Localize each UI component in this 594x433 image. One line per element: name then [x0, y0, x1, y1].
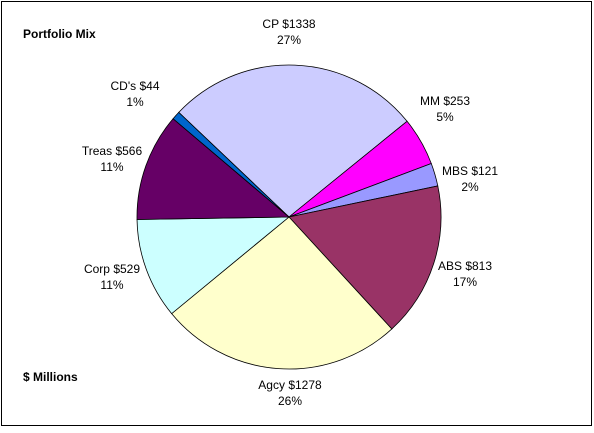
category-label: CD's — [111, 79, 137, 93]
value-label: $1338 — [282, 17, 316, 31]
category-label: Treas — [82, 144, 112, 158]
value-label: $529 — [113, 262, 140, 276]
category-label: MM — [420, 94, 440, 108]
slice-label: Agcy $1278 — [258, 378, 322, 392]
percent-label: 11% — [100, 278, 123, 292]
percent-label: 1% — [126, 95, 144, 109]
category-label: Agcy — [258, 378, 285, 392]
pie-slice — [171, 216, 393, 370]
value-label: $253 — [443, 94, 470, 108]
pie-slice — [288, 185, 442, 330]
slice-label: Treas $566 — [82, 144, 143, 158]
value-label: $44 — [139, 79, 159, 93]
category-label: CP — [262, 17, 279, 31]
slice-label: MM $253 — [420, 94, 470, 108]
value-label: $813 — [465, 259, 492, 273]
slice-label: CD's $44 — [111, 79, 160, 93]
slice-label: CP $1338 — [262, 17, 315, 31]
slice-label: Corp $529 — [84, 262, 140, 276]
percent-label: 2% — [461, 180, 479, 194]
percent-label: 5% — [436, 110, 454, 124]
pie-slice — [178, 64, 408, 218]
unit-note: $ Millions — [23, 370, 78, 384]
pie-slice — [136, 216, 291, 315]
category-label: ABS — [438, 259, 462, 273]
pie-slice — [136, 118, 291, 220]
pie-slice — [172, 111, 290, 218]
value-label: $121 — [471, 164, 498, 178]
value-label: $1278 — [288, 378, 322, 392]
percent-label: 11% — [100, 160, 123, 174]
slice-label: ABS $813 — [438, 259, 492, 273]
slice-label: MBS $121 — [442, 164, 498, 178]
value-label: $566 — [115, 144, 142, 158]
chart-title: Portfolio Mix — [23, 27, 96, 41]
percent-label: 27% — [277, 33, 301, 47]
category-label: Corp — [84, 262, 110, 276]
percent-label: 17% — [453, 275, 477, 289]
category-label: MBS — [442, 164, 468, 178]
percent-label: 26% — [278, 394, 302, 408]
